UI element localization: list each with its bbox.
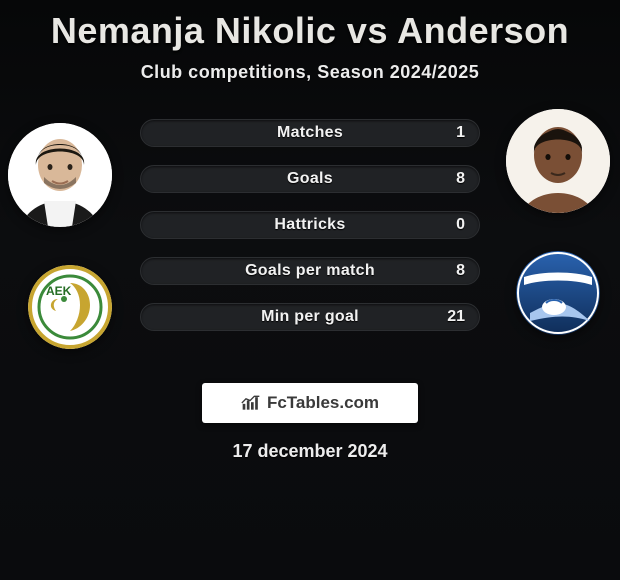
stat-bar-hattricks: Hattricks 0: [140, 211, 480, 239]
stat-value: 21: [447, 304, 465, 330]
page-title: Nemanja Nikolic vs Anderson: [0, 0, 620, 52]
stat-label: Goals per match: [141, 258, 479, 284]
stat-bars: Matches 1 Goals 8 Hattricks 0 Goals per …: [140, 119, 480, 331]
stat-bar-goals-per-match: Goals per match 8: [140, 257, 480, 285]
stat-label: Matches: [141, 120, 479, 146]
stat-label: Goals: [141, 166, 479, 192]
stat-bar-matches: Matches 1: [140, 119, 480, 147]
svg-text:AEK: AEK: [46, 284, 72, 298]
stat-value: 8: [456, 258, 465, 284]
club-right-badge-icon: [516, 251, 600, 335]
page-date: 17 december 2024: [0, 441, 620, 462]
player-left-avatar: [8, 123, 112, 227]
comparison-panel: AEK Matches 1 Goals 8: [0, 113, 620, 373]
club-left-badge-icon: AEK: [28, 265, 112, 349]
stat-value: 1: [456, 120, 465, 146]
chart-icon: [241, 394, 261, 412]
stat-bar-goals: Goals 8: [140, 165, 480, 193]
stat-value: 0: [456, 212, 465, 238]
stat-value: 8: [456, 166, 465, 192]
player-right-avatar-icon: [506, 109, 610, 213]
stat-label: Hattricks: [141, 212, 479, 238]
player-right-avatar: [506, 109, 610, 213]
brand-label: FcTables.com: [267, 393, 379, 413]
club-left-badge: AEK: [28, 265, 112, 349]
player-left-avatar-icon: [8, 123, 112, 227]
stat-bar-min-per-goal: Min per goal 21: [140, 303, 480, 331]
page-subtitle: Club competitions, Season 2024/2025: [0, 62, 620, 83]
stat-label: Min per goal: [141, 304, 479, 330]
brand-box: FcTables.com: [202, 383, 418, 423]
club-right-badge: [516, 251, 600, 335]
